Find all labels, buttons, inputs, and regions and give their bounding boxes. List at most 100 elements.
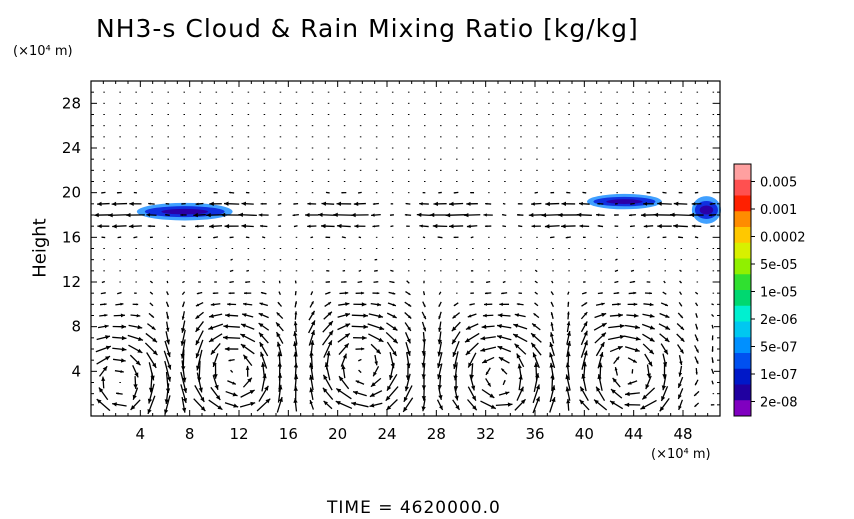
wind-vector — [193, 398, 206, 412]
wind-vector — [390, 225, 394, 228]
wind-vector — [695, 368, 698, 375]
wind-vector — [627, 380, 638, 385]
wind-vector — [608, 324, 625, 329]
x-tick-label: 28 — [427, 425, 446, 443]
wind-vector — [437, 352, 443, 369]
x-tick-label: 32 — [476, 425, 495, 443]
wind-vector — [240, 323, 255, 330]
wind-vector — [277, 214, 282, 216]
x-tick-label: 24 — [377, 425, 396, 443]
wind-vector — [646, 281, 651, 283]
wind-vector — [212, 292, 219, 295]
wind-vector — [228, 359, 235, 362]
wind-vector — [624, 335, 641, 341]
y-axis-unit: (×10⁴ m) — [13, 44, 73, 59]
wind-vector — [278, 280, 281, 284]
wind-vector — [386, 341, 398, 357]
wind-vector — [260, 202, 267, 205]
wind-vector — [405, 291, 411, 296]
wind-vector — [419, 202, 429, 206]
colorbar-swatch — [734, 368, 751, 385]
wind-vector — [195, 202, 204, 206]
wind-vector — [689, 212, 704, 218]
wind-vector — [214, 281, 217, 283]
wind-vector — [308, 329, 315, 346]
wind-vector — [353, 335, 367, 341]
wind-vector — [566, 321, 571, 333]
wind-vector — [100, 292, 106, 295]
wind-vector — [659, 333, 670, 343]
wind-vector — [530, 332, 542, 343]
wind-vector — [691, 202, 702, 206]
wind-vector — [305, 212, 319, 218]
wind-vector — [678, 399, 684, 411]
wind-vector — [624, 324, 640, 330]
wind-vector — [484, 225, 492, 228]
wind-vector — [258, 385, 269, 402]
wind-vector — [389, 214, 394, 216]
wind-vector — [333, 212, 355, 218]
wind-vector — [212, 375, 219, 390]
wind-vector — [165, 331, 171, 345]
wind-vector — [502, 280, 506, 284]
wind-vector — [180, 329, 186, 346]
wind-vector — [342, 270, 346, 272]
wind-vector — [516, 386, 524, 401]
wind-vector — [261, 236, 266, 239]
wind-vector — [258, 332, 269, 344]
wind-vector — [549, 342, 555, 356]
wind-vector — [258, 312, 269, 319]
wind-vector — [404, 311, 412, 320]
wind-vector — [358, 269, 362, 272]
x-tick-label: 36 — [525, 425, 544, 443]
wind-vector — [294, 301, 297, 308]
wind-vector — [259, 341, 269, 357]
wind-vector — [421, 363, 426, 379]
wind-vector — [612, 377, 621, 388]
wind-vector — [451, 321, 461, 332]
wind-vector — [470, 292, 474, 294]
wind-vector — [597, 292, 603, 295]
wind-vector — [481, 356, 495, 364]
wind-vector — [608, 334, 625, 341]
wind-vector — [240, 333, 256, 343]
wind-vector — [421, 311, 427, 320]
wind-vector — [213, 236, 219, 239]
wind-vector — [180, 213, 187, 217]
wind-vector — [598, 362, 603, 380]
wind-vector — [676, 323, 685, 331]
wind-vector — [115, 392, 123, 395]
wind-vector — [678, 191, 683, 194]
wind-vector — [209, 224, 223, 229]
wind-vector — [130, 313, 141, 318]
wind-vector — [549, 236, 555, 239]
wind-vector — [711, 303, 714, 306]
wind-vector — [646, 364, 651, 379]
wind-vector — [514, 398, 527, 411]
wind-vector — [470, 270, 474, 272]
wind-vector — [194, 385, 205, 403]
cloud-region-core — [699, 205, 714, 215]
wind-vector — [582, 191, 587, 194]
wind-vector — [609, 313, 623, 318]
colorbar-swatch — [734, 164, 751, 181]
wind-vector — [96, 398, 111, 412]
wind-vector — [513, 323, 528, 330]
wind-vector — [277, 351, 282, 369]
wind-vector — [485, 280, 491, 284]
wind-vector — [128, 324, 143, 330]
colorbar-label: 0.001 — [760, 203, 797, 218]
wind-vector — [147, 395, 156, 415]
wind-vector — [497, 345, 512, 353]
wind-vector — [322, 374, 333, 391]
wind-vector — [310, 291, 314, 296]
wind-vector — [711, 357, 714, 364]
wind-vector — [485, 378, 492, 387]
wind-vector — [165, 214, 170, 216]
wind-vector — [132, 387, 139, 400]
wind-vector — [390, 203, 394, 205]
wind-vector — [640, 399, 657, 410]
wind-vector — [166, 280, 169, 284]
wind-vector — [453, 302, 459, 307]
